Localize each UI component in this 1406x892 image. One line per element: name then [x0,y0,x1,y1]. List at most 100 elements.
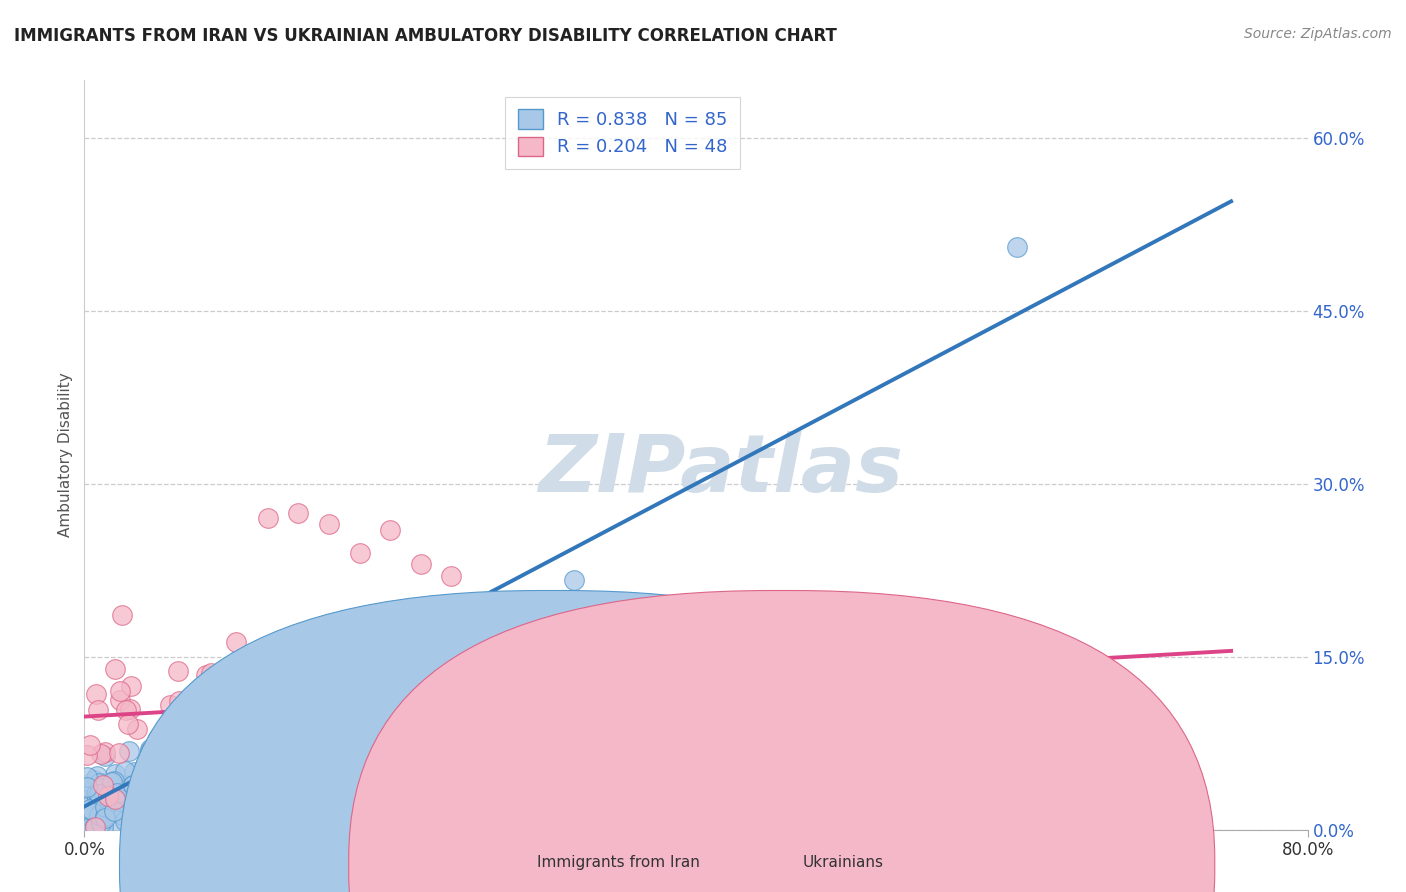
Point [96,784,118,798]
Point [162,747,184,762]
Point [76,770,98,784]
Point [440,614,463,628]
Point [84,686,107,700]
Point [86,785,108,799]
Point [93,817,115,831]
Point [1005,240,1028,254]
Point [380,615,402,629]
Point [120,702,142,716]
Point [191,698,214,712]
Y-axis label: Ambulatory Disability: Ambulatory Disability [58,373,73,537]
Point [190,743,212,757]
Point [121,778,143,792]
Point [98,801,121,815]
Point [76,800,98,814]
Point [107,794,129,808]
Point [172,724,194,739]
Point [91,804,114,818]
Point [91,778,114,792]
Point [120,679,142,693]
Point [138,778,160,792]
Point [225,635,247,649]
Point [562,782,585,797]
Legend: R = 0.838   N = 85, R = 0.204   N = 48: R = 0.838 N = 85, R = 0.204 N = 48 [505,97,741,169]
Point [409,640,432,654]
Point [76,747,98,762]
Point [179,764,201,778]
Point [257,511,280,525]
Point [93,745,115,759]
Point [195,668,218,682]
Point [139,744,162,758]
Point [869,700,891,714]
Text: IMMIGRANTS FROM IRAN VS UKRAINIAN AMBULATORY DISABILITY CORRELATION CHART: IMMIGRANTS FROM IRAN VS UKRAINIAN AMBULA… [14,27,837,45]
Point [114,764,136,778]
Point [380,523,402,537]
Point [90,778,112,792]
Point [562,573,585,587]
Point [502,788,524,802]
Point [257,709,280,723]
Point [624,753,647,767]
Point [97,794,120,808]
Point [125,722,148,736]
Point [409,558,432,572]
Point [89,776,111,790]
Point [179,737,201,751]
Point [103,774,125,789]
Point [167,775,190,789]
Point [807,661,830,675]
Point [97,789,120,804]
Point [83,772,105,787]
Point [114,814,136,828]
Point [111,608,134,623]
Point [991,731,1014,745]
Point [152,739,174,753]
Point [105,786,128,800]
Point [80,807,103,822]
Point [502,599,524,614]
Point [79,802,101,816]
Point [349,546,371,560]
Point [104,767,127,781]
Point [87,808,110,822]
Point [82,805,104,819]
Point [79,819,101,833]
Point [287,630,309,644]
Point [94,748,117,763]
Point [101,774,124,789]
Point [108,746,131,760]
Point [93,776,115,790]
Point [138,776,160,790]
Point [121,778,143,792]
Point [118,744,141,758]
Point [76,820,98,834]
Point [79,738,101,752]
Point [108,693,131,707]
Text: Immigrants from Iran: Immigrants from Iran [537,855,700,870]
Point [90,779,112,793]
Point [159,698,181,712]
Point [87,787,110,801]
Point [200,666,222,681]
Point [139,741,162,756]
Point [167,664,190,678]
Point [86,791,108,805]
Point [124,765,146,780]
Point [80,804,103,818]
Point [440,569,463,583]
Point [179,762,201,776]
Point [117,717,139,731]
Point [110,808,132,822]
Point [191,706,214,721]
Text: ZIPatlas: ZIPatlas [538,431,903,509]
Point [76,820,98,834]
Point [86,788,108,802]
Point [104,820,127,834]
Point [103,804,125,818]
Point [89,818,111,832]
Point [139,752,162,766]
Point [287,506,309,520]
Text: Source: ZipAtlas.com: Source: ZipAtlas.com [1244,27,1392,41]
Point [471,599,494,613]
